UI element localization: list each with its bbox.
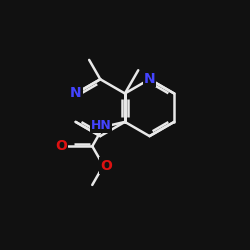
Text: O: O: [100, 158, 112, 172]
Text: HN: HN: [90, 119, 111, 132]
Text: O: O: [56, 139, 67, 153]
Text: N: N: [70, 86, 82, 101]
Text: N: N: [144, 72, 155, 86]
